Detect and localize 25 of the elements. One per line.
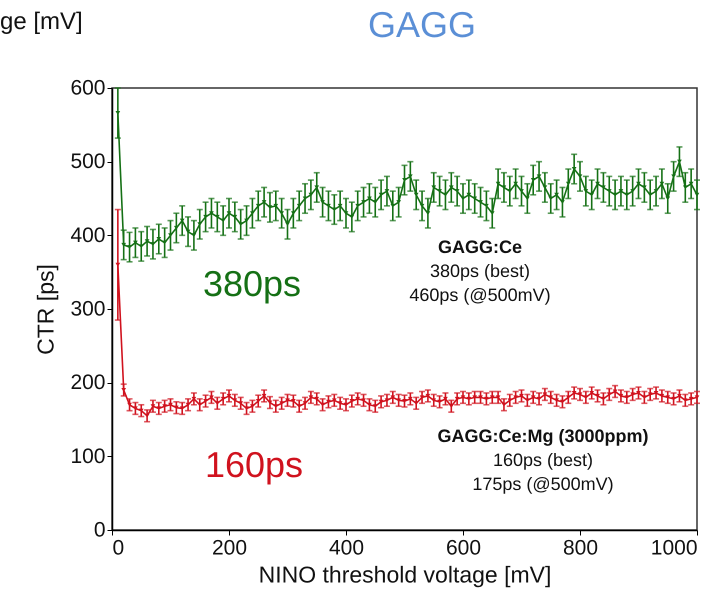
x-tick-label: 400 xyxy=(328,536,364,560)
x-tick-label: 800 xyxy=(562,536,598,560)
annotation: 175ps (@500mV) xyxy=(472,474,614,494)
y-axis-title: CTR [ps] xyxy=(32,264,58,355)
x-tick-label: 600 xyxy=(446,536,482,560)
y-tick-label: 0 xyxy=(94,518,106,542)
y-tick-label: 400 xyxy=(70,224,106,247)
annotation: GAGG:Ce:Mg (3000ppm) xyxy=(437,426,649,446)
annotation: 160ps xyxy=(204,444,304,485)
chart-title: GAGG xyxy=(368,4,476,45)
x-tick-label: 200 xyxy=(212,536,248,560)
x-tick-label: 1000 xyxy=(650,536,698,560)
y-tick-label: 100 xyxy=(70,444,106,468)
annotation: 380ps xyxy=(202,263,302,304)
annotation: 160ps (best) xyxy=(492,450,594,470)
y-tick-label: 600 xyxy=(70,76,106,100)
x-axis-title: NINO threshold voltage [mV] xyxy=(258,562,552,588)
y-tick-label: 200 xyxy=(70,371,106,394)
annotation: 460ps (@500mV) xyxy=(409,285,551,305)
annotation: 380ps (best) xyxy=(430,261,530,281)
y-tick-label: 300 xyxy=(70,298,106,320)
text: ge [mV] xyxy=(0,8,83,35)
x-tick-label: 0 xyxy=(112,536,124,560)
y-tick-label: 500 xyxy=(70,150,106,174)
annotation: GAGG:Ce xyxy=(438,237,522,257)
